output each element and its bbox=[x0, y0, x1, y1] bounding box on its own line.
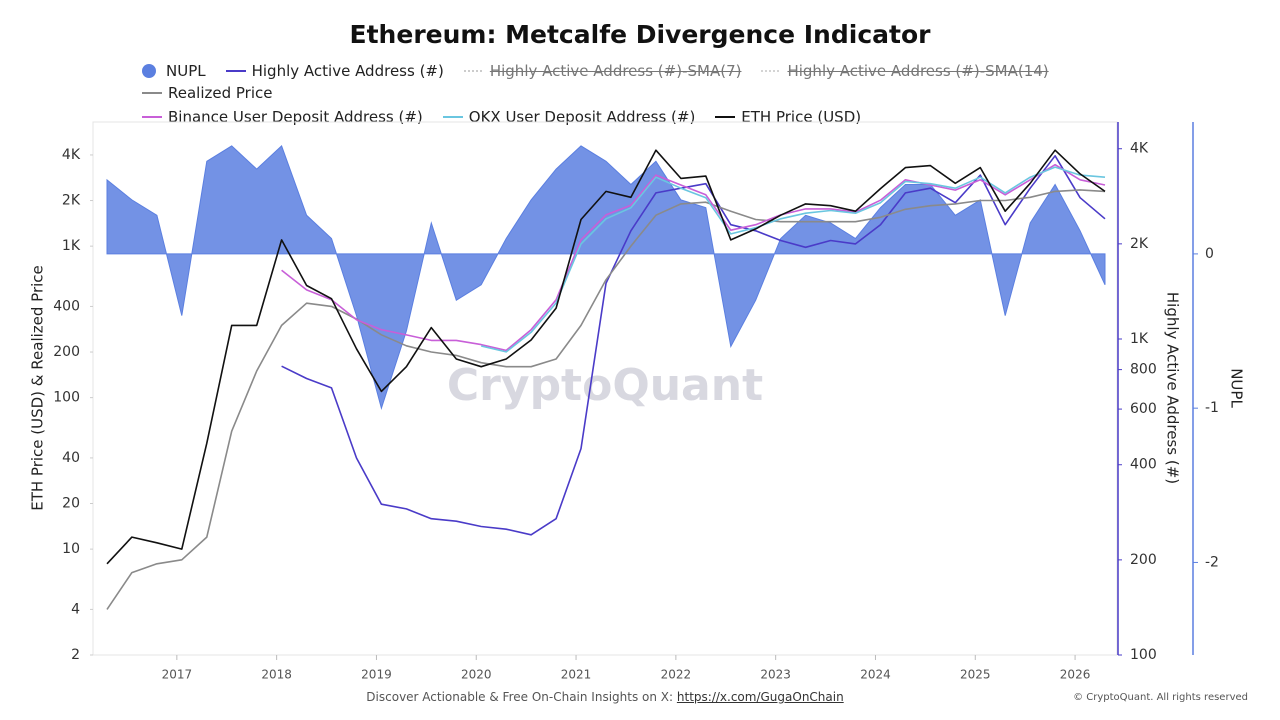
legend-swatch bbox=[715, 116, 736, 118]
y-tick-label: 200 bbox=[53, 344, 80, 360]
chart-title: Ethereum: Metcalfe Divergence Indicator bbox=[349, 20, 931, 49]
legend-label: Highly Active Address (#) bbox=[251, 62, 444, 80]
y-tick-label: 4K bbox=[62, 147, 81, 163]
legend-swatch bbox=[463, 70, 484, 72]
y2-tick-label: 1K bbox=[1130, 331, 1149, 347]
legend-item[interactable]: NUPL bbox=[140, 61, 206, 81]
y3-axis-title: NUPL bbox=[1228, 368, 1246, 408]
footer-text: Discover Actionable & Free On-Chain Insi… bbox=[366, 690, 674, 704]
x-tick-label: 2017 bbox=[162, 668, 193, 682]
y2-tick-label: 4K bbox=[1130, 141, 1149, 157]
y-tick-label: 10 bbox=[62, 541, 80, 557]
legend: NUPL Highly Active Address (#) Highly Acti… bbox=[140, 61, 1150, 127]
y-tick-label: 2K bbox=[62, 193, 81, 209]
series-line bbox=[106, 149, 1106, 565]
y-tick-label: 2 bbox=[71, 647, 80, 663]
x-tick-label: 2022 bbox=[661, 668, 692, 682]
legend-swatch bbox=[142, 64, 156, 78]
y-tick-label: 100 bbox=[53, 390, 80, 406]
y2-axis-title: Highly Active Address (#) bbox=[1164, 292, 1182, 484]
footer-link[interactable]: https://x.com/GugaOnChain bbox=[676, 690, 844, 704]
legend-swatch bbox=[225, 70, 246, 72]
y3-tick-label: 0 bbox=[1205, 246, 1214, 262]
y3-tick-label: -1 bbox=[1205, 400, 1219, 416]
y3-tick-label: -2 bbox=[1205, 554, 1219, 570]
chart: CryptoQuant ETH Price (USD) & Realized P… bbox=[29, 121, 1246, 682]
legend-label: Realized Price bbox=[168, 84, 273, 102]
series-line bbox=[481, 166, 1106, 353]
x-tick-label: 2020 bbox=[461, 668, 492, 682]
y2-tick-label: 600 bbox=[1130, 401, 1157, 417]
legend-swatch bbox=[142, 92, 162, 94]
y-axis-title: ETH Price (USD) & Realized Price bbox=[29, 265, 47, 511]
x-tick-label: 2018 bbox=[261, 668, 292, 682]
y2-tick-label: 200 bbox=[1130, 552, 1157, 568]
x-tick-label: 2021 bbox=[561, 668, 592, 682]
x-tick-label: 2025 bbox=[960, 668, 991, 682]
series-line bbox=[281, 155, 1106, 536]
y-tick-label: 400 bbox=[53, 298, 80, 314]
legend-label: NUPL bbox=[166, 62, 206, 80]
copyright: © CryptoQuant. All rights reserved bbox=[1073, 692, 1248, 703]
y-tick-label: 4 bbox=[71, 601, 80, 617]
plot-frame bbox=[92, 121, 1118, 656]
legend-swatch bbox=[761, 70, 782, 72]
y-tick-label: 20 bbox=[62, 496, 80, 512]
y2-tick-label: 100 bbox=[1130, 647, 1157, 663]
y-tick-label: 1K bbox=[62, 238, 81, 254]
y2-tick-label: 2K bbox=[1130, 236, 1149, 252]
x-tick-label: 2024 bbox=[860, 668, 891, 682]
watermark: CryptoQuant bbox=[447, 360, 763, 411]
legend-label: Highly Active Address (#)-SMA(14) bbox=[787, 62, 1049, 80]
series-line bbox=[106, 189, 1106, 610]
legend-swatch bbox=[442, 116, 463, 118]
x-tick-label: 2023 bbox=[760, 668, 791, 682]
series-line bbox=[281, 163, 1106, 352]
y2-tick-label: 400 bbox=[1130, 457, 1157, 473]
legend-swatch bbox=[142, 116, 162, 118]
legend-item[interactable]: Realized Price bbox=[140, 83, 273, 103]
y-tick-label: 40 bbox=[62, 450, 80, 466]
x-tick-label: 2026 bbox=[1060, 668, 1091, 682]
legend-item[interactable]: Highly Active Address (#) bbox=[224, 61, 444, 81]
footer: Discover Actionable & Free On-Chain Insi… bbox=[0, 690, 1210, 704]
legend-item[interactable]: Highly Active Address (#)-SMA(14) bbox=[759, 61, 1049, 81]
y2-tick-label: 800 bbox=[1130, 362, 1157, 378]
x-tick-label: 2019 bbox=[361, 668, 392, 682]
legend-label: Highly Active Address (#)-SMA(7) bbox=[489, 62, 742, 80]
legend-item[interactable]: Highly Active Address (#)-SMA(7) bbox=[462, 61, 742, 81]
